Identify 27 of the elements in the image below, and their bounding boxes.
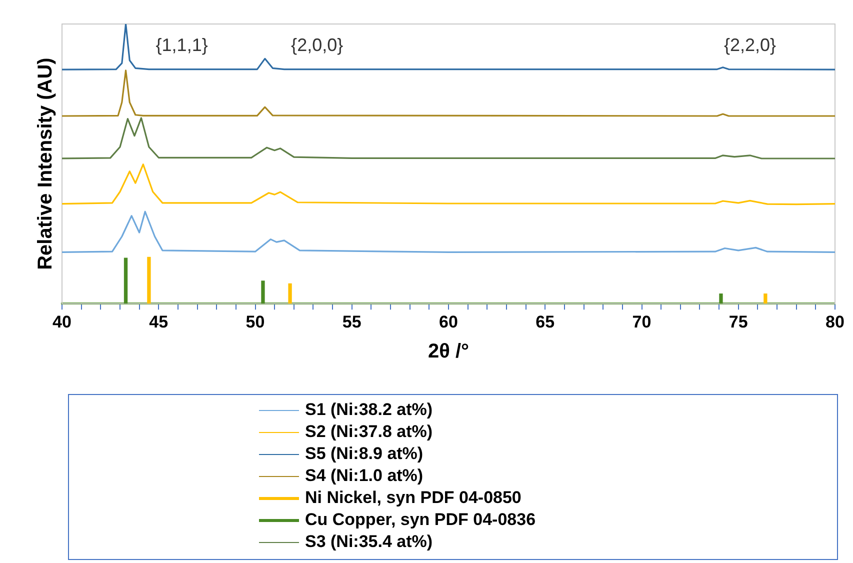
- legend-label: S5 (Ni:8.9 at%): [305, 444, 424, 464]
- bar: [719, 293, 723, 304]
- bar: [261, 280, 265, 304]
- x-tick-label: 55: [342, 312, 362, 332]
- legend-label: Ni Nickel, syn PDF 04-0850: [305, 488, 522, 508]
- x-tick-label: 45: [149, 312, 168, 332]
- annotation: {2,0,0}: [291, 34, 344, 55]
- legend-label: S4 (Ni:1.0 at%): [305, 466, 424, 486]
- annotation: {2,2,0}: [724, 34, 776, 55]
- bar: [124, 258, 128, 304]
- x-tick-label: 50: [246, 312, 265, 332]
- bar: [147, 256, 151, 304]
- legend-label: S3 (Ni:35.4 at%): [305, 532, 433, 552]
- legend-label: S1 (Ni:38.2 at%): [305, 400, 433, 420]
- x-tick-label: 75: [728, 312, 748, 332]
- y-axis-title: Relative Intensity (AU): [34, 58, 57, 270]
- bar: [288, 283, 292, 304]
- x-tick-label: 70: [632, 312, 652, 332]
- legend-label: Cu Copper, syn PDF 04-0836: [305, 510, 536, 530]
- x-tick-label: 40: [52, 312, 72, 332]
- x-tick-label: 80: [826, 312, 844, 332]
- x-tick-label: 60: [439, 312, 458, 332]
- x-axis-title: 2θ /°: [428, 340, 470, 363]
- bar: [764, 293, 768, 304]
- x-tick-label: 65: [536, 312, 555, 332]
- annotation: {1,1,1}: [156, 34, 208, 55]
- legend-label: S2 (Ni:37.8 at%): [305, 422, 433, 442]
